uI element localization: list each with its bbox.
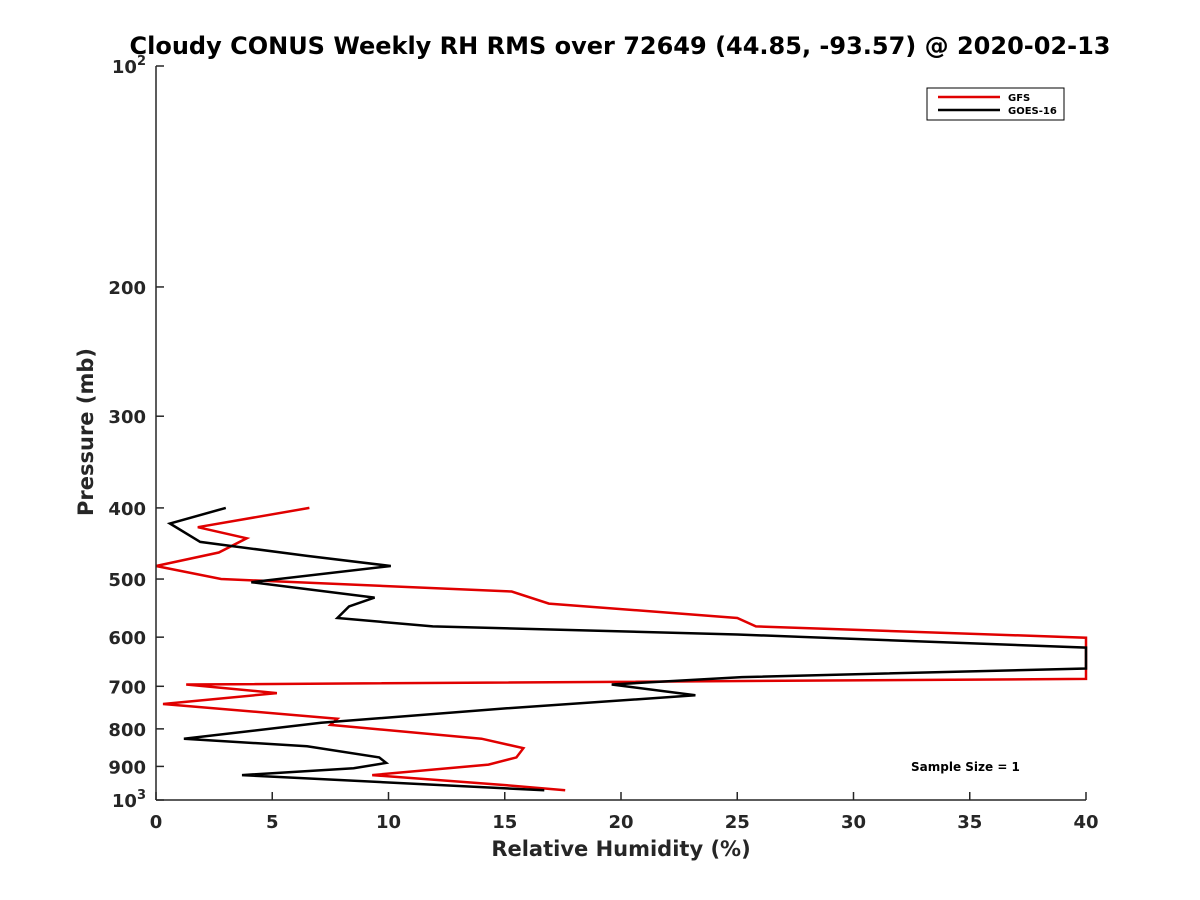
x-tick-label: 40: [1073, 812, 1098, 833]
chart-title: Cloudy CONUS Weekly RH RMS over 72649 (4…: [130, 32, 1111, 60]
x-axis-label: Relative Humidity (%): [491, 837, 750, 861]
y-tick-label: 500: [108, 570, 146, 591]
x-tick-label: 5: [266, 812, 279, 833]
legend-label-goes16: GOES-16: [1008, 106, 1057, 117]
y-tick-label: 102: [112, 54, 146, 78]
y-tick-label: 400: [108, 499, 146, 520]
y-axis-label: Pressure (mb): [74, 348, 98, 516]
x-tick-label: 15: [492, 812, 517, 833]
series-line-gfs: [155, 506, 1088, 792]
y-tick-label: 600: [108, 628, 146, 649]
y-tick-label: 700: [108, 677, 146, 698]
legend-box: [926, 87, 1065, 121]
x-tick-label: 30: [841, 812, 866, 833]
legend-label-gfs: GFS: [1008, 93, 1030, 104]
y-tick-label: 300: [108, 407, 146, 428]
x-tick-label: 25: [725, 812, 750, 833]
series-layer: [155, 506, 1088, 792]
x-tick-label: 20: [608, 812, 633, 833]
y-tick-label: 900: [108, 757, 146, 778]
series-line-goes16: [166, 506, 1088, 792]
sample-size-annotation: Sample Size = 1: [911, 760, 1020, 774]
x-tick-label: 35: [957, 812, 982, 833]
legend: GFS GOES-16: [926, 87, 1065, 121]
x-ticks: 0 5 10 15 20 25 30 35 40: [150, 792, 1099, 833]
y-ticks: 102 200 300 400 500 600 700 800 900 103: [108, 54, 164, 812]
y-tick-label: 800: [108, 720, 146, 741]
y-tick-label: 103: [112, 788, 146, 812]
x-tick-label: 10: [376, 812, 401, 833]
x-tick-label: 0: [150, 812, 163, 833]
y-tick-label: 200: [108, 278, 146, 299]
